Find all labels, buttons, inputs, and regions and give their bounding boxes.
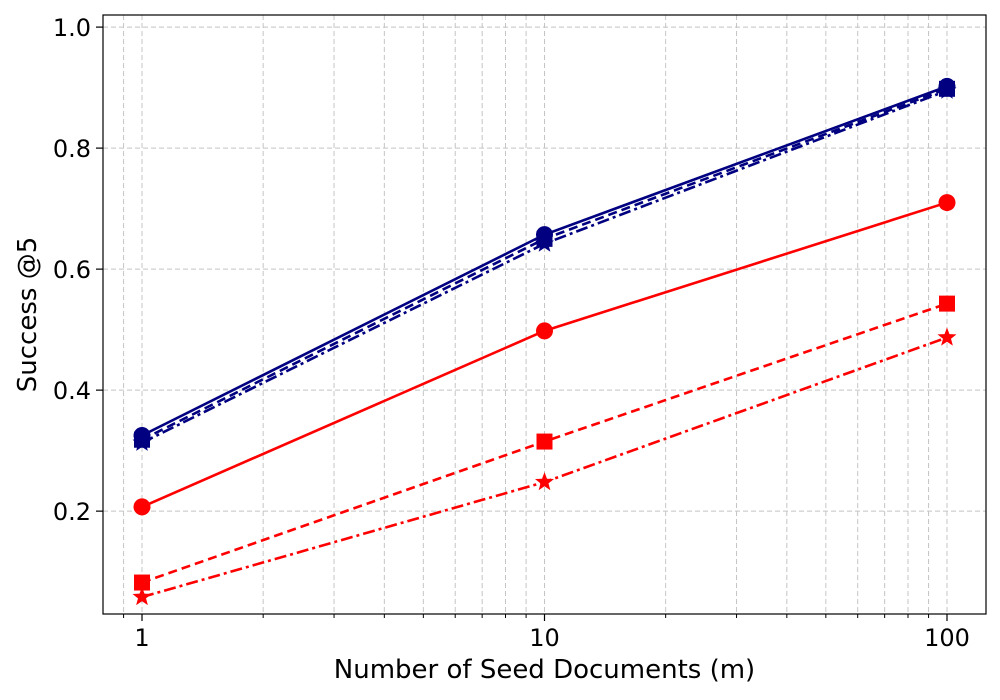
data-point bbox=[133, 498, 151, 516]
series-group bbox=[132, 77, 957, 606]
data-point bbox=[132, 432, 152, 451]
y-tick-label: 0.6 bbox=[53, 256, 91, 284]
y-tick-label: 0.4 bbox=[53, 377, 91, 405]
x-tick-label: 1 bbox=[134, 624, 149, 652]
data-point bbox=[938, 194, 956, 212]
grid bbox=[103, 15, 986, 614]
y-axis-label: Success @5 bbox=[13, 237, 43, 392]
y-tick-label: 1.0 bbox=[53, 14, 91, 42]
x-axis-label: Number of Seed Documents (m) bbox=[334, 655, 755, 685]
data-point bbox=[534, 472, 555, 491]
y-tick-label: 0.2 bbox=[53, 498, 91, 526]
data-point bbox=[937, 80, 957, 99]
x-tick-label: 10 bbox=[529, 624, 560, 652]
ticks: 1 10 100 0.2 0.4 0.6 0.8 1.0 bbox=[53, 14, 970, 652]
data-point bbox=[938, 295, 955, 312]
data-point bbox=[132, 587, 152, 606]
series-3 bbox=[132, 80, 957, 451]
series-5 bbox=[134, 295, 955, 591]
x-tick-label: 100 bbox=[924, 624, 970, 652]
y-tick-label: 0.8 bbox=[53, 135, 91, 163]
data-point bbox=[536, 322, 553, 340]
series-6 bbox=[132, 327, 957, 606]
series-4 bbox=[133, 194, 956, 516]
series-line bbox=[141, 89, 948, 444]
data-point bbox=[937, 327, 957, 346]
data-point bbox=[534, 233, 555, 252]
data-point bbox=[134, 574, 151, 591]
data-point bbox=[536, 433, 553, 450]
